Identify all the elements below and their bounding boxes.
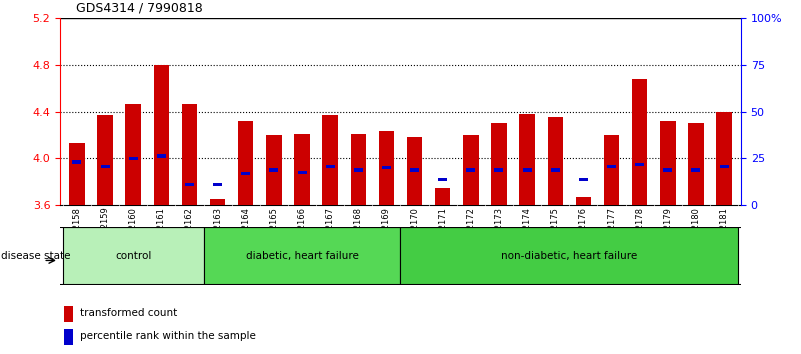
- Bar: [129, 157, 138, 160]
- Bar: [154, 64, 169, 205]
- Bar: [463, 135, 478, 205]
- Bar: [579, 178, 588, 181]
- Text: GDS4314 / 7990818: GDS4314 / 7990818: [76, 1, 203, 14]
- Text: percentile rank within the sample: percentile rank within the sample: [80, 331, 256, 341]
- Text: disease state: disease state: [1, 251, 70, 261]
- Bar: [69, 143, 85, 205]
- Bar: [98, 115, 113, 205]
- Bar: [185, 183, 194, 186]
- Text: control: control: [115, 251, 151, 261]
- Bar: [64, 329, 73, 345]
- Bar: [323, 115, 338, 205]
- Bar: [660, 121, 675, 205]
- Bar: [297, 171, 307, 174]
- Bar: [466, 169, 475, 172]
- Bar: [716, 112, 732, 205]
- Bar: [719, 165, 729, 168]
- Bar: [632, 79, 647, 205]
- Bar: [210, 199, 225, 205]
- Bar: [410, 169, 419, 172]
- Bar: [354, 169, 363, 172]
- Bar: [663, 169, 672, 172]
- Bar: [213, 183, 222, 186]
- Bar: [491, 123, 507, 205]
- Bar: [126, 104, 141, 205]
- Bar: [435, 188, 450, 205]
- Bar: [576, 197, 591, 205]
- Bar: [326, 165, 335, 168]
- Bar: [551, 169, 560, 172]
- Text: transformed count: transformed count: [80, 308, 177, 318]
- Text: diabetic, heart failure: diabetic, heart failure: [246, 251, 359, 261]
- Bar: [691, 169, 700, 172]
- Bar: [382, 166, 391, 170]
- Bar: [688, 123, 703, 205]
- Bar: [182, 104, 197, 205]
- Bar: [203, 227, 400, 285]
- Bar: [607, 165, 616, 168]
- Bar: [635, 162, 644, 166]
- Bar: [407, 137, 422, 205]
- Bar: [269, 169, 279, 172]
- Bar: [72, 160, 82, 164]
- Bar: [238, 121, 253, 205]
- Bar: [294, 134, 310, 205]
- Bar: [438, 178, 447, 181]
- Bar: [157, 154, 166, 158]
- Bar: [241, 172, 250, 175]
- Bar: [400, 227, 738, 285]
- Bar: [522, 169, 532, 172]
- Bar: [548, 118, 563, 205]
- Text: non-diabetic, heart failure: non-diabetic, heart failure: [501, 251, 638, 261]
- Bar: [64, 306, 73, 321]
- Bar: [63, 227, 203, 285]
- Bar: [519, 114, 535, 205]
- Bar: [351, 134, 366, 205]
- Bar: [604, 135, 619, 205]
- Bar: [379, 131, 394, 205]
- Bar: [494, 169, 504, 172]
- Bar: [101, 165, 110, 168]
- Bar: [266, 135, 282, 205]
